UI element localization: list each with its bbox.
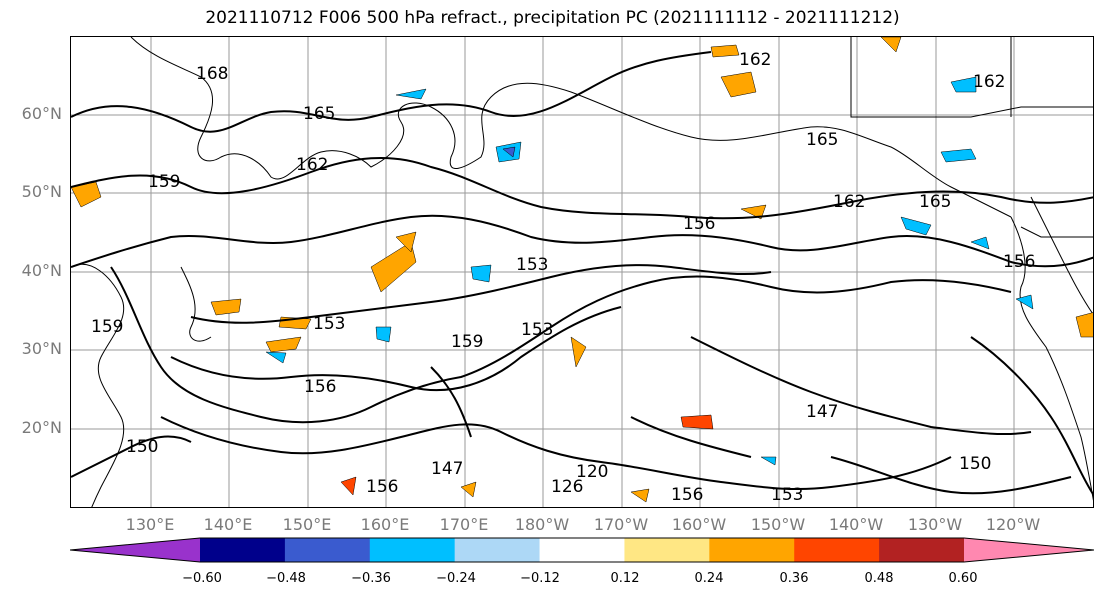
contour-label: 153 <box>313 314 345 334</box>
contour-label: 165 <box>303 104 335 124</box>
contour-label: 165 <box>919 192 951 212</box>
contour-label: 168 <box>196 64 228 84</box>
colorbar-segment <box>879 538 965 562</box>
colorbar-segment <box>794 538 880 562</box>
precip-fills <box>71 37 1093 503</box>
contour-label: 162 <box>739 50 771 70</box>
colorbar-outline <box>70 537 1094 563</box>
contour-label: 156 <box>304 377 336 397</box>
contour-label: 165 <box>806 130 838 150</box>
coastlines <box>71 37 1093 507</box>
colorbar-segment <box>369 538 456 562</box>
contour-label: 150 <box>126 437 158 457</box>
lon-label: 150°W <box>750 515 806 534</box>
contour-label: 150 <box>959 454 991 474</box>
lon-label: 170°W <box>593 515 649 534</box>
graticule <box>71 37 1093 507</box>
colorbar-tick-label: −0.60 <box>182 571 222 586</box>
colorbar-tick-label: −0.48 <box>266 571 306 586</box>
lat-label: 20°N <box>21 418 62 437</box>
contour-label: 147 <box>431 459 463 479</box>
colorbar-segment <box>709 538 795 562</box>
colorbar-tick-label: 0.36 <box>779 571 809 586</box>
lon-label: 130°W <box>907 515 963 534</box>
colorbar-tick-label: −0.36 <box>351 571 391 586</box>
lon-label: 150°E <box>282 515 332 534</box>
lat-label: 40°N <box>21 261 62 280</box>
contour-label: 162 <box>973 72 1005 92</box>
lat-label: 60°N <box>21 104 62 123</box>
contour-label: 153 <box>771 485 803 505</box>
lon-label: 140°W <box>828 515 884 534</box>
contour-label: 153 <box>521 320 553 340</box>
colorbar-segments <box>70 537 1094 563</box>
colorbar-tick-label: 0.24 <box>694 571 724 586</box>
lon-label: 170°E <box>439 515 489 534</box>
refractivity-contours <box>71 51 1093 496</box>
colorbar-tick-label: −0.12 <box>520 571 560 586</box>
contour-label: 156 <box>683 214 715 234</box>
colorbar-segment <box>70 538 200 562</box>
contour-label: 159 <box>451 332 483 352</box>
colorbar-segment <box>200 538 286 562</box>
colorbar-segment <box>284 538 371 562</box>
map-canvas: 168 165 162 159 162 165 162 165 162 156 … <box>71 37 1093 507</box>
contour-label: 147 <box>806 402 838 422</box>
contour-label: 156 <box>1003 252 1035 272</box>
contour-label: 162 <box>833 192 865 212</box>
map-panel[interactable]: 168 165 162 159 162 165 162 165 162 156 … <box>70 36 1094 508</box>
colorbar-segment <box>624 538 710 562</box>
colorbar-tick-label: 0.12 <box>610 571 640 586</box>
colorbar-tick-label: 0.60 <box>948 571 978 586</box>
lon-label: 160°W <box>671 515 727 534</box>
lat-label: 30°N <box>21 339 62 358</box>
contour-label: 120 <box>576 462 608 482</box>
lon-label: 120°W <box>985 515 1041 534</box>
colorbar <box>70 537 1094 563</box>
colorbar-segment <box>964 538 1094 562</box>
lon-label: 180°W <box>514 515 570 534</box>
lat-label: 50°N <box>21 182 62 201</box>
figure-title: 2021110712 F006 500 hPa refract., precip… <box>205 8 900 28</box>
colorbar-tick-label: 0.48 <box>864 571 894 586</box>
lon-label: 160°E <box>360 515 410 534</box>
contour-label: 126 <box>551 477 583 497</box>
lon-label: 140°E <box>203 515 253 534</box>
contour-label: 153 <box>516 255 548 275</box>
contour-label-group: 168 165 162 159 162 165 162 165 162 156 … <box>91 50 1035 505</box>
contour-label: 156 <box>671 485 703 505</box>
lon-label: 130°E <box>125 515 175 534</box>
colorbar-tick-label: −0.24 <box>436 571 476 586</box>
colorbar-segment <box>454 538 541 562</box>
colorbar-segment <box>539 538 625 562</box>
contour-label: 162 <box>296 155 328 175</box>
contour-label: 159 <box>91 317 123 337</box>
contour-label: 156 <box>366 477 398 497</box>
contour-label: 159 <box>148 172 180 192</box>
